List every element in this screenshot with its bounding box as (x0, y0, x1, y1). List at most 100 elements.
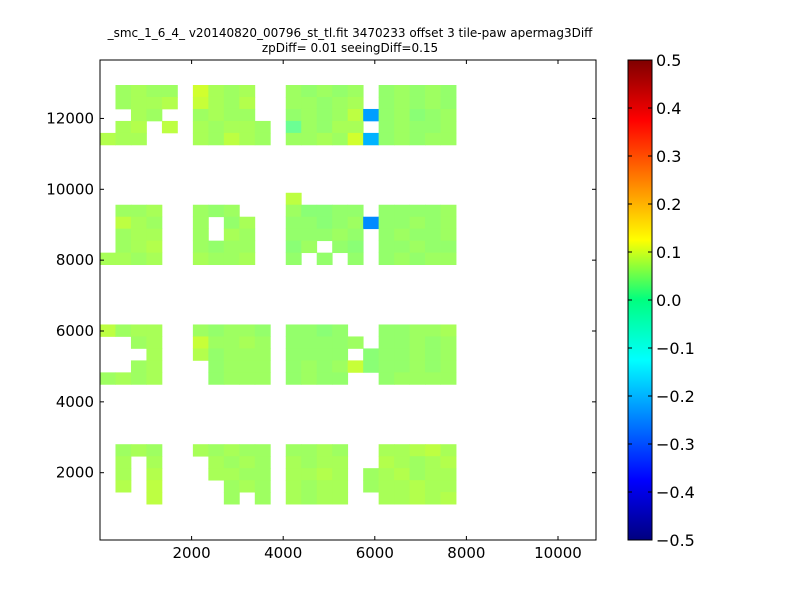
heatmap-cell (409, 456, 426, 469)
heatmap-cell (254, 348, 271, 361)
heatmap-cell (332, 348, 349, 361)
heatmap-cell (378, 120, 395, 134)
heatmap-cell (332, 456, 349, 469)
heatmap-cell (332, 360, 349, 373)
heatmap-cell (363, 108, 380, 122)
heatmap-cell (146, 348, 163, 361)
heatmap-cell (301, 492, 318, 505)
heatmap-cell (394, 96, 410, 110)
heatmap-cell (239, 85, 256, 98)
heatmap-cell (316, 324, 333, 337)
heatmap-cell (192, 240, 209, 254)
heatmap-cell (316, 348, 333, 361)
heatmap-cell (425, 348, 441, 361)
heatmap-cell (208, 204, 225, 218)
heatmap-cell (223, 336, 240, 349)
heatmap-cell (394, 228, 410, 242)
heatmap-cell (208, 132, 225, 146)
heatmap-cell (285, 360, 302, 373)
colorbar-tick-label: −0.3 (656, 435, 695, 454)
heatmap-cell (254, 492, 271, 505)
heatmap-cell (394, 108, 410, 122)
y-tick-label: 8000 (56, 251, 94, 269)
heatmap-cell (301, 132, 318, 146)
heatmap-cell (192, 228, 209, 242)
heatmap-cell (301, 348, 318, 361)
colorbar-tick-label: 0.0 (656, 291, 681, 310)
heatmap-cell (440, 372, 457, 385)
heatmap-cell (301, 120, 318, 134)
heatmap-cell (208, 468, 225, 481)
heatmap-cell (285, 120, 302, 134)
heatmap-cell (316, 372, 333, 385)
heatmap-cell (254, 444, 271, 457)
heatmap-cell (208, 360, 225, 373)
heatmap-cell (378, 480, 395, 493)
heatmap-cell (115, 372, 132, 385)
heatmap-cell (223, 480, 240, 493)
heatmap-cell (301, 204, 318, 218)
heatmap-cell (378, 216, 395, 230)
heatmap-cell (332, 468, 349, 481)
heatmap-cell (161, 96, 178, 110)
heatmap-cell (239, 372, 256, 385)
heatmap-cell (100, 132, 116, 146)
heatmap-cell (192, 324, 209, 337)
heatmap-cell (130, 360, 147, 373)
heatmap-cell (394, 252, 410, 266)
heatmap-cell (115, 96, 132, 110)
heatmap-cell (161, 85, 178, 98)
x-tick-label: 2000 (173, 544, 211, 562)
heatmap-cell (285, 216, 302, 230)
heatmap-cell (332, 120, 349, 134)
heatmap-cell (440, 120, 457, 134)
heatmap-cell (425, 108, 441, 122)
heatmap-cell (208, 96, 225, 110)
heatmap-cell (394, 204, 410, 218)
heatmap-cell (440, 336, 457, 349)
heatmap-cell (130, 108, 147, 122)
heatmap-cell (254, 468, 271, 481)
heatmap-cell (130, 240, 147, 254)
x-tick-label: 8000 (447, 544, 485, 562)
heatmap-cell (146, 480, 163, 493)
heatmap-cell (394, 216, 410, 230)
heatmap-cell (239, 324, 256, 337)
heatmap-cell (425, 216, 441, 230)
heatmap-cell (332, 372, 349, 385)
heatmap-cell (316, 480, 333, 493)
heatmap-cell (115, 324, 132, 337)
heatmap-cell (239, 228, 256, 242)
heatmap-cell (378, 456, 395, 469)
heatmap-cell (440, 204, 457, 218)
heatmap-cell (146, 360, 163, 373)
heatmap-cell (332, 480, 349, 493)
heatmap-cell (316, 492, 333, 505)
heatmap-cell (239, 468, 256, 481)
heatmap-cell (115, 216, 132, 230)
heatmap-cell (425, 492, 441, 505)
heatmap-cell (332, 240, 349, 254)
heatmap-cell (425, 204, 441, 218)
heatmap-cell (347, 120, 364, 134)
heatmap-cell (316, 216, 333, 230)
heatmap-cell (301, 96, 318, 110)
x-tick-label: 10000 (534, 544, 582, 562)
heatmap-cell (332, 228, 349, 242)
heatmap-cell (146, 372, 163, 385)
heatmap-cell (146, 85, 163, 98)
heatmap-cell (223, 108, 240, 122)
heatmap-cell (425, 444, 441, 457)
heatmap-cell (301, 108, 318, 122)
heatmap-cell (130, 444, 147, 457)
heatmap-cell (440, 324, 457, 337)
heatmap-cell (254, 336, 271, 349)
colorbar-tick-label: 0.1 (656, 243, 681, 262)
heatmap-cell (378, 372, 395, 385)
heatmap-cell (223, 468, 240, 481)
heatmap-cell (192, 132, 209, 146)
heatmap-cell (440, 480, 457, 493)
heatmap-cell (208, 348, 225, 361)
heatmap-cell (363, 468, 380, 481)
